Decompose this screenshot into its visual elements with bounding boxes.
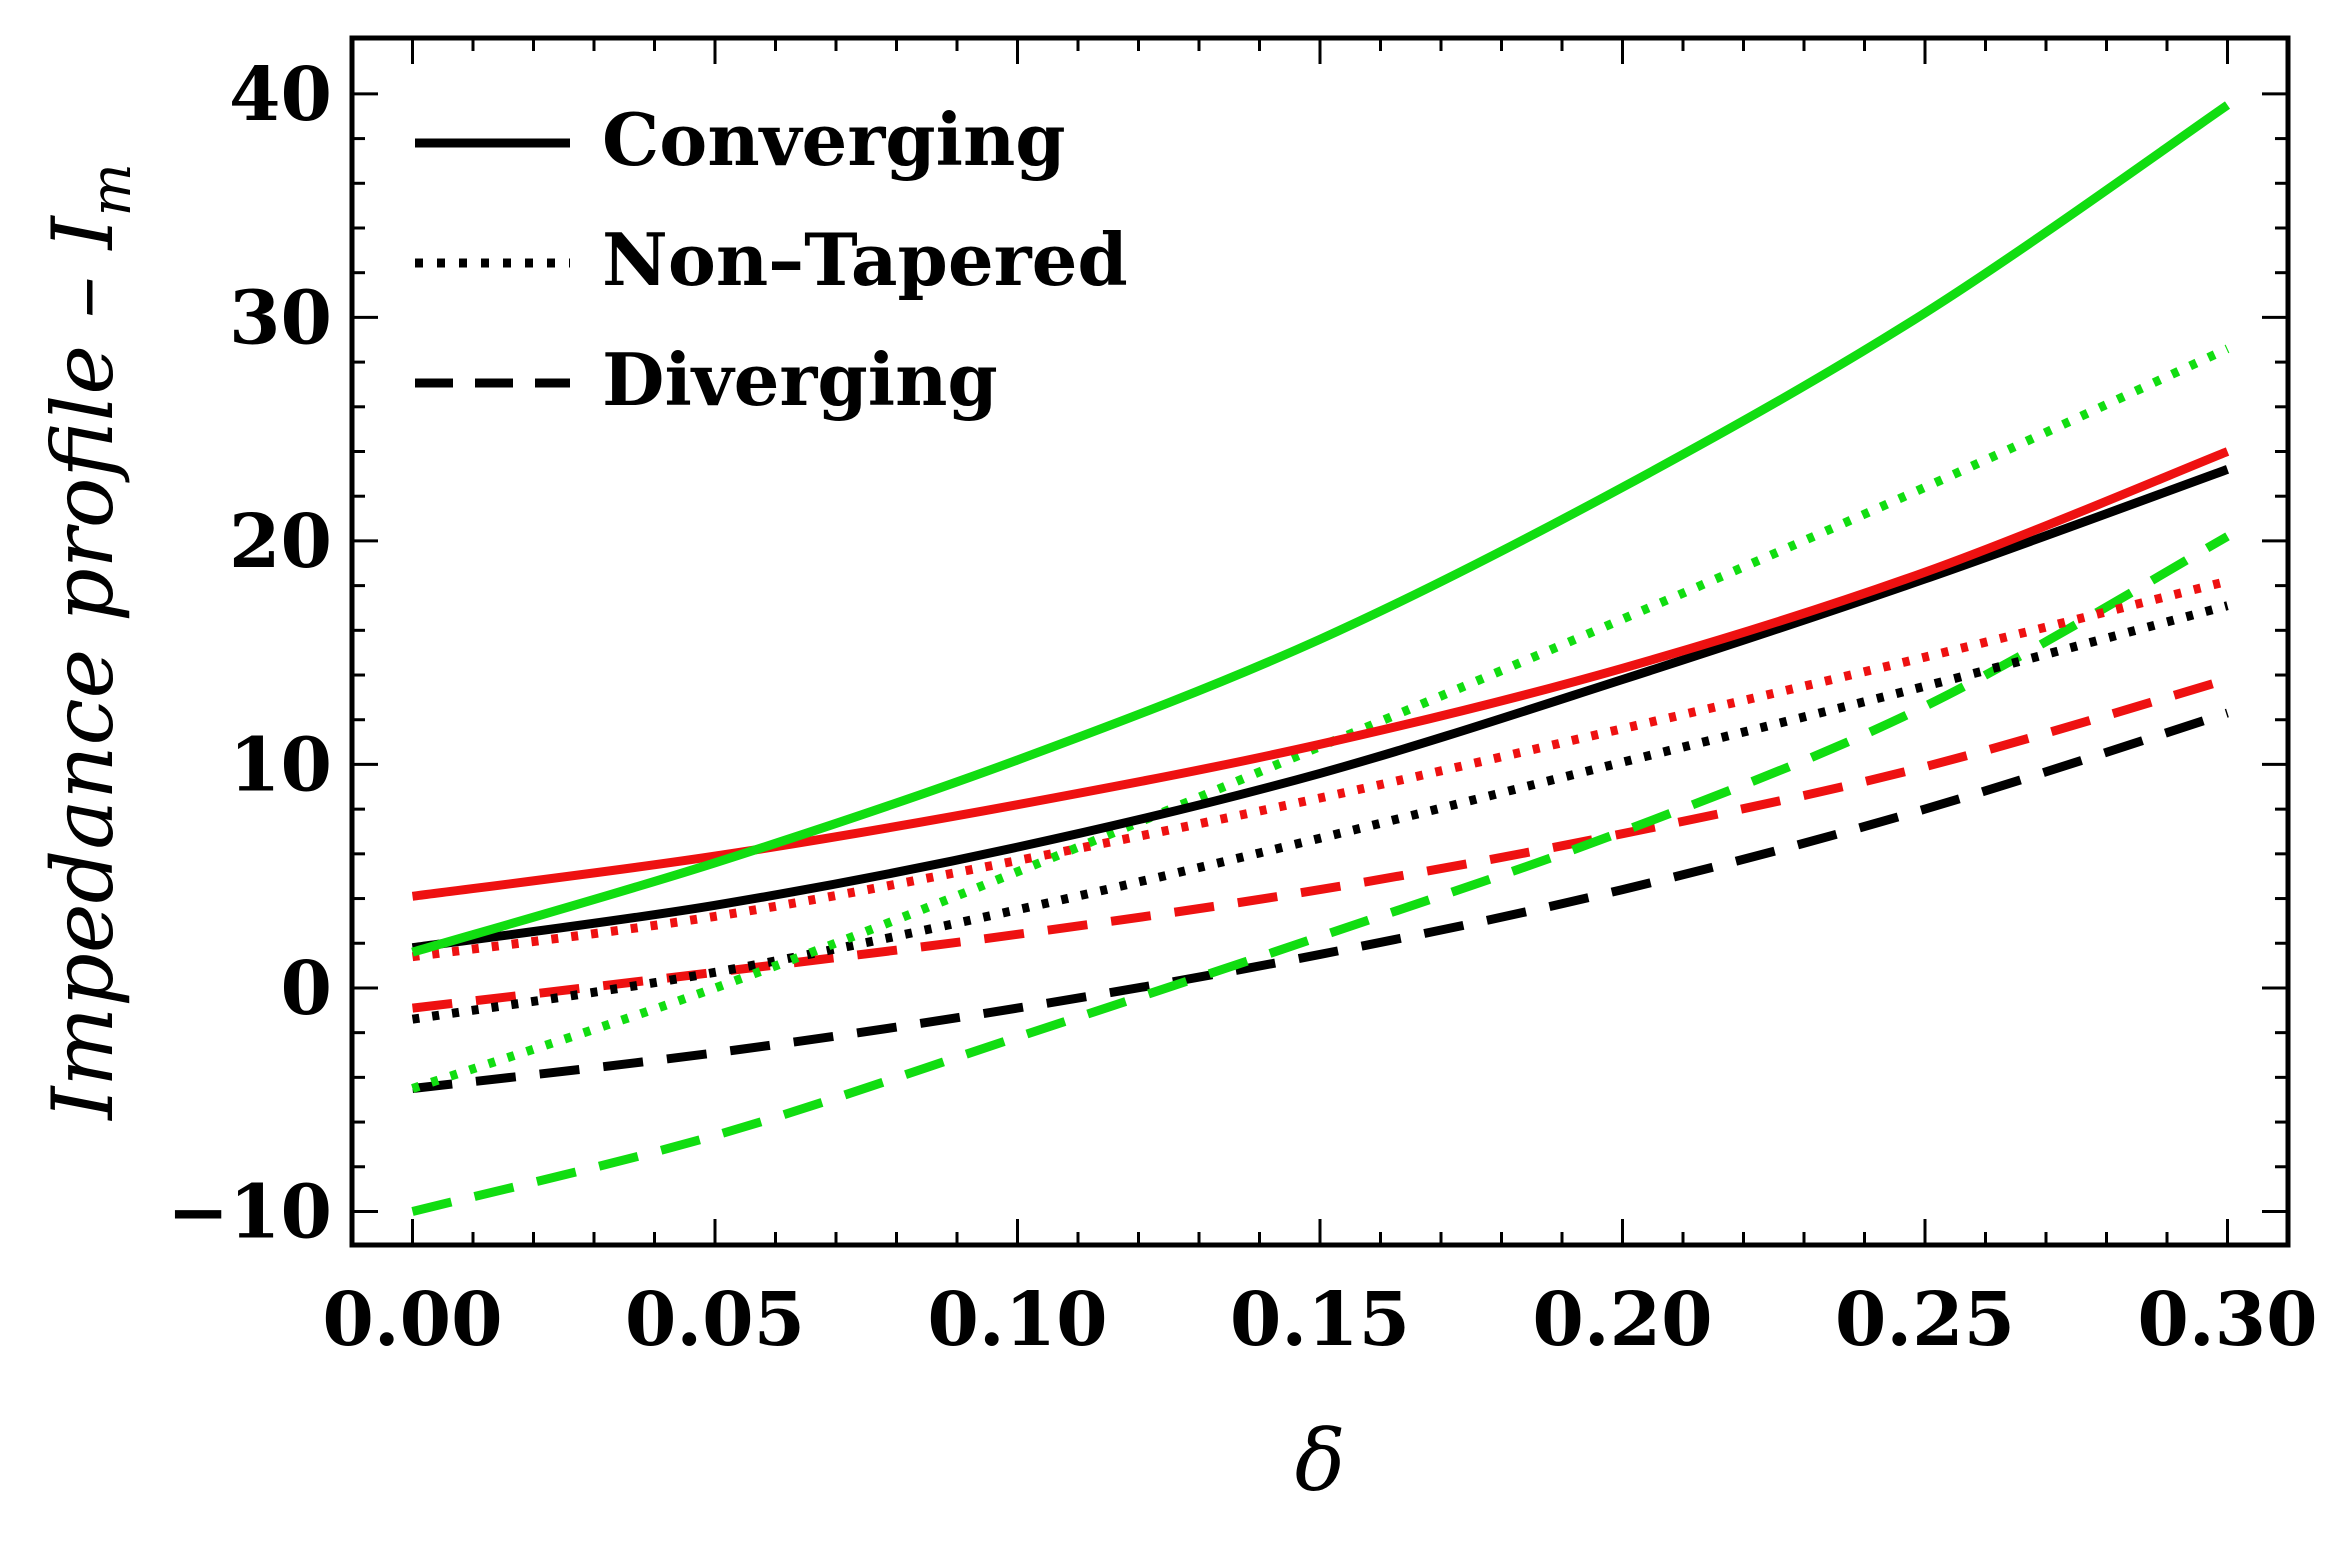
y-tick-label: 0 xyxy=(281,946,333,1032)
x-tick-label: 0.10 xyxy=(927,1277,1107,1363)
x-tick-label: 0.20 xyxy=(1532,1277,1712,1363)
y-tick-labels: −10 0 10 20 30 40 xyxy=(167,52,332,1256)
series-line-non-tapered-black xyxy=(411,601,2229,1024)
legend-label-converging: Converging xyxy=(602,97,1066,182)
series-line-converging-green xyxy=(411,101,2231,957)
legend: Converging Non–Tapered Diverging xyxy=(415,97,1128,422)
y-tick-label: 20 xyxy=(229,499,332,585)
x-tick-label: 0.15 xyxy=(1230,1277,1410,1363)
x-tick-label: 0.30 xyxy=(2137,1277,2317,1363)
series-line-converging-red xyxy=(411,447,2230,901)
x-tick-labels: 0.00 0.05 0.10 0.15 0.20 0.25 0.30 xyxy=(322,1277,2317,1363)
y-axis-title: Impedance profile – Im xyxy=(34,163,144,1122)
y-tick-label: 40 xyxy=(229,52,332,138)
axis-ticks xyxy=(352,38,2288,1245)
plot-lines xyxy=(411,101,2231,1216)
y-tick-label: 30 xyxy=(229,275,332,361)
legend-label-non-tapered: Non–Tapered xyxy=(602,217,1128,302)
y-axis-title-main: Impedance profile – I xyxy=(34,215,132,1122)
series-line-diverging-black xyxy=(411,708,2229,1093)
x-axis-title: δ xyxy=(1295,1412,1346,1510)
y-axis-title-subscript: m xyxy=(79,163,144,216)
legend-label-diverging: Diverging xyxy=(602,337,998,422)
series-line-diverging-red xyxy=(411,675,2229,1013)
x-tick-label: 0.05 xyxy=(625,1277,805,1363)
x-tick-label: 0.00 xyxy=(322,1277,502,1363)
series-line-converging-black xyxy=(411,465,2230,953)
y-tick-label: −10 xyxy=(167,1169,332,1255)
series-line-non-tapered-red xyxy=(411,576,2229,962)
y-tick-label: 10 xyxy=(229,722,332,808)
x-tick-label: 0.25 xyxy=(1835,1277,2015,1363)
